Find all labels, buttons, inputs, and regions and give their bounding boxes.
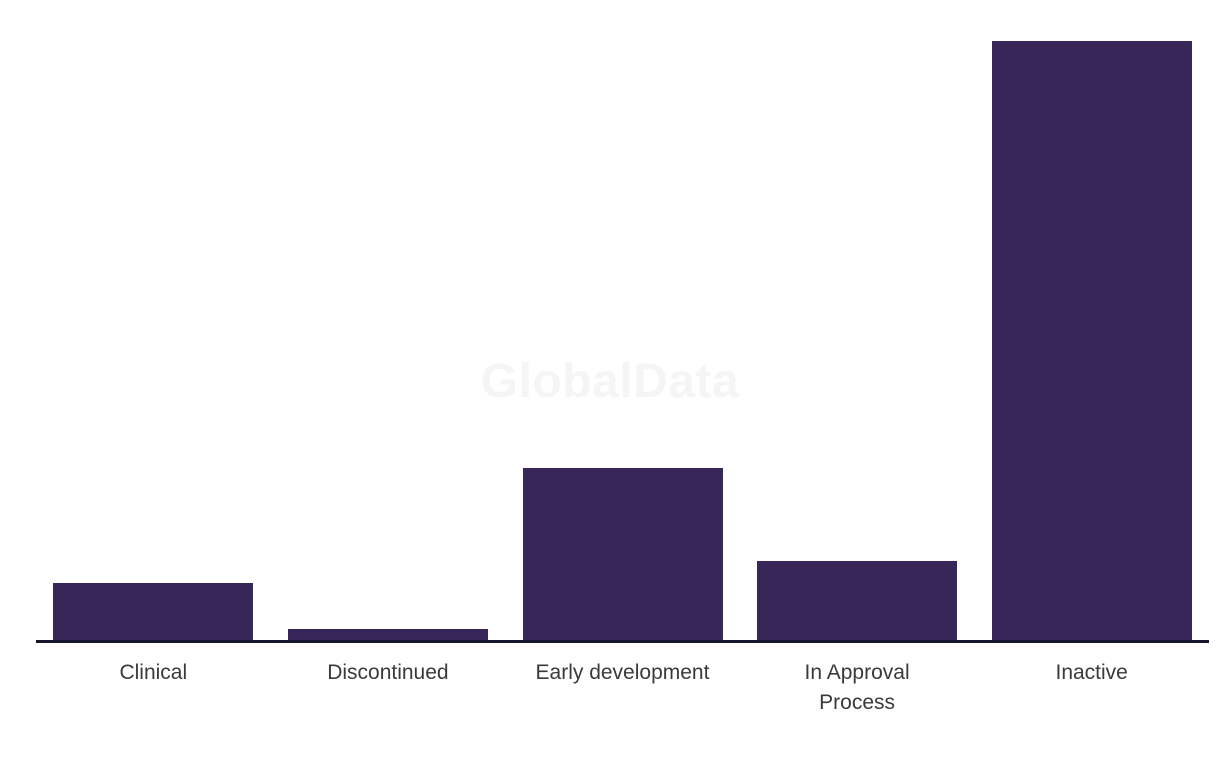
x-axis-line (36, 640, 1209, 643)
x-axis-label-clinical: Clinical (119, 661, 188, 684)
bar-inactive[interactable] (992, 41, 1192, 641)
x-axis-labels: Clinical Discontinued Early development In … (36, 658, 1209, 718)
bar-early-development[interactable] (523, 468, 723, 641)
bar-discontinued[interactable] (288, 629, 488, 641)
x-axis-label-inactive: Inactive (1055, 661, 1128, 684)
globaldata-watermark: GlobalData (480, 355, 740, 408)
bar-clinical[interactable] (53, 583, 253, 641)
plot-area (36, 41, 1209, 641)
x-axis-label-discontinued: Discontinued (327, 661, 449, 684)
x-axis-label-in-approval-process: In Approval Process (804, 661, 910, 714)
x-axis-label-early-development: Early development (535, 661, 710, 684)
bar-in-approval-process[interactable] (757, 561, 957, 641)
